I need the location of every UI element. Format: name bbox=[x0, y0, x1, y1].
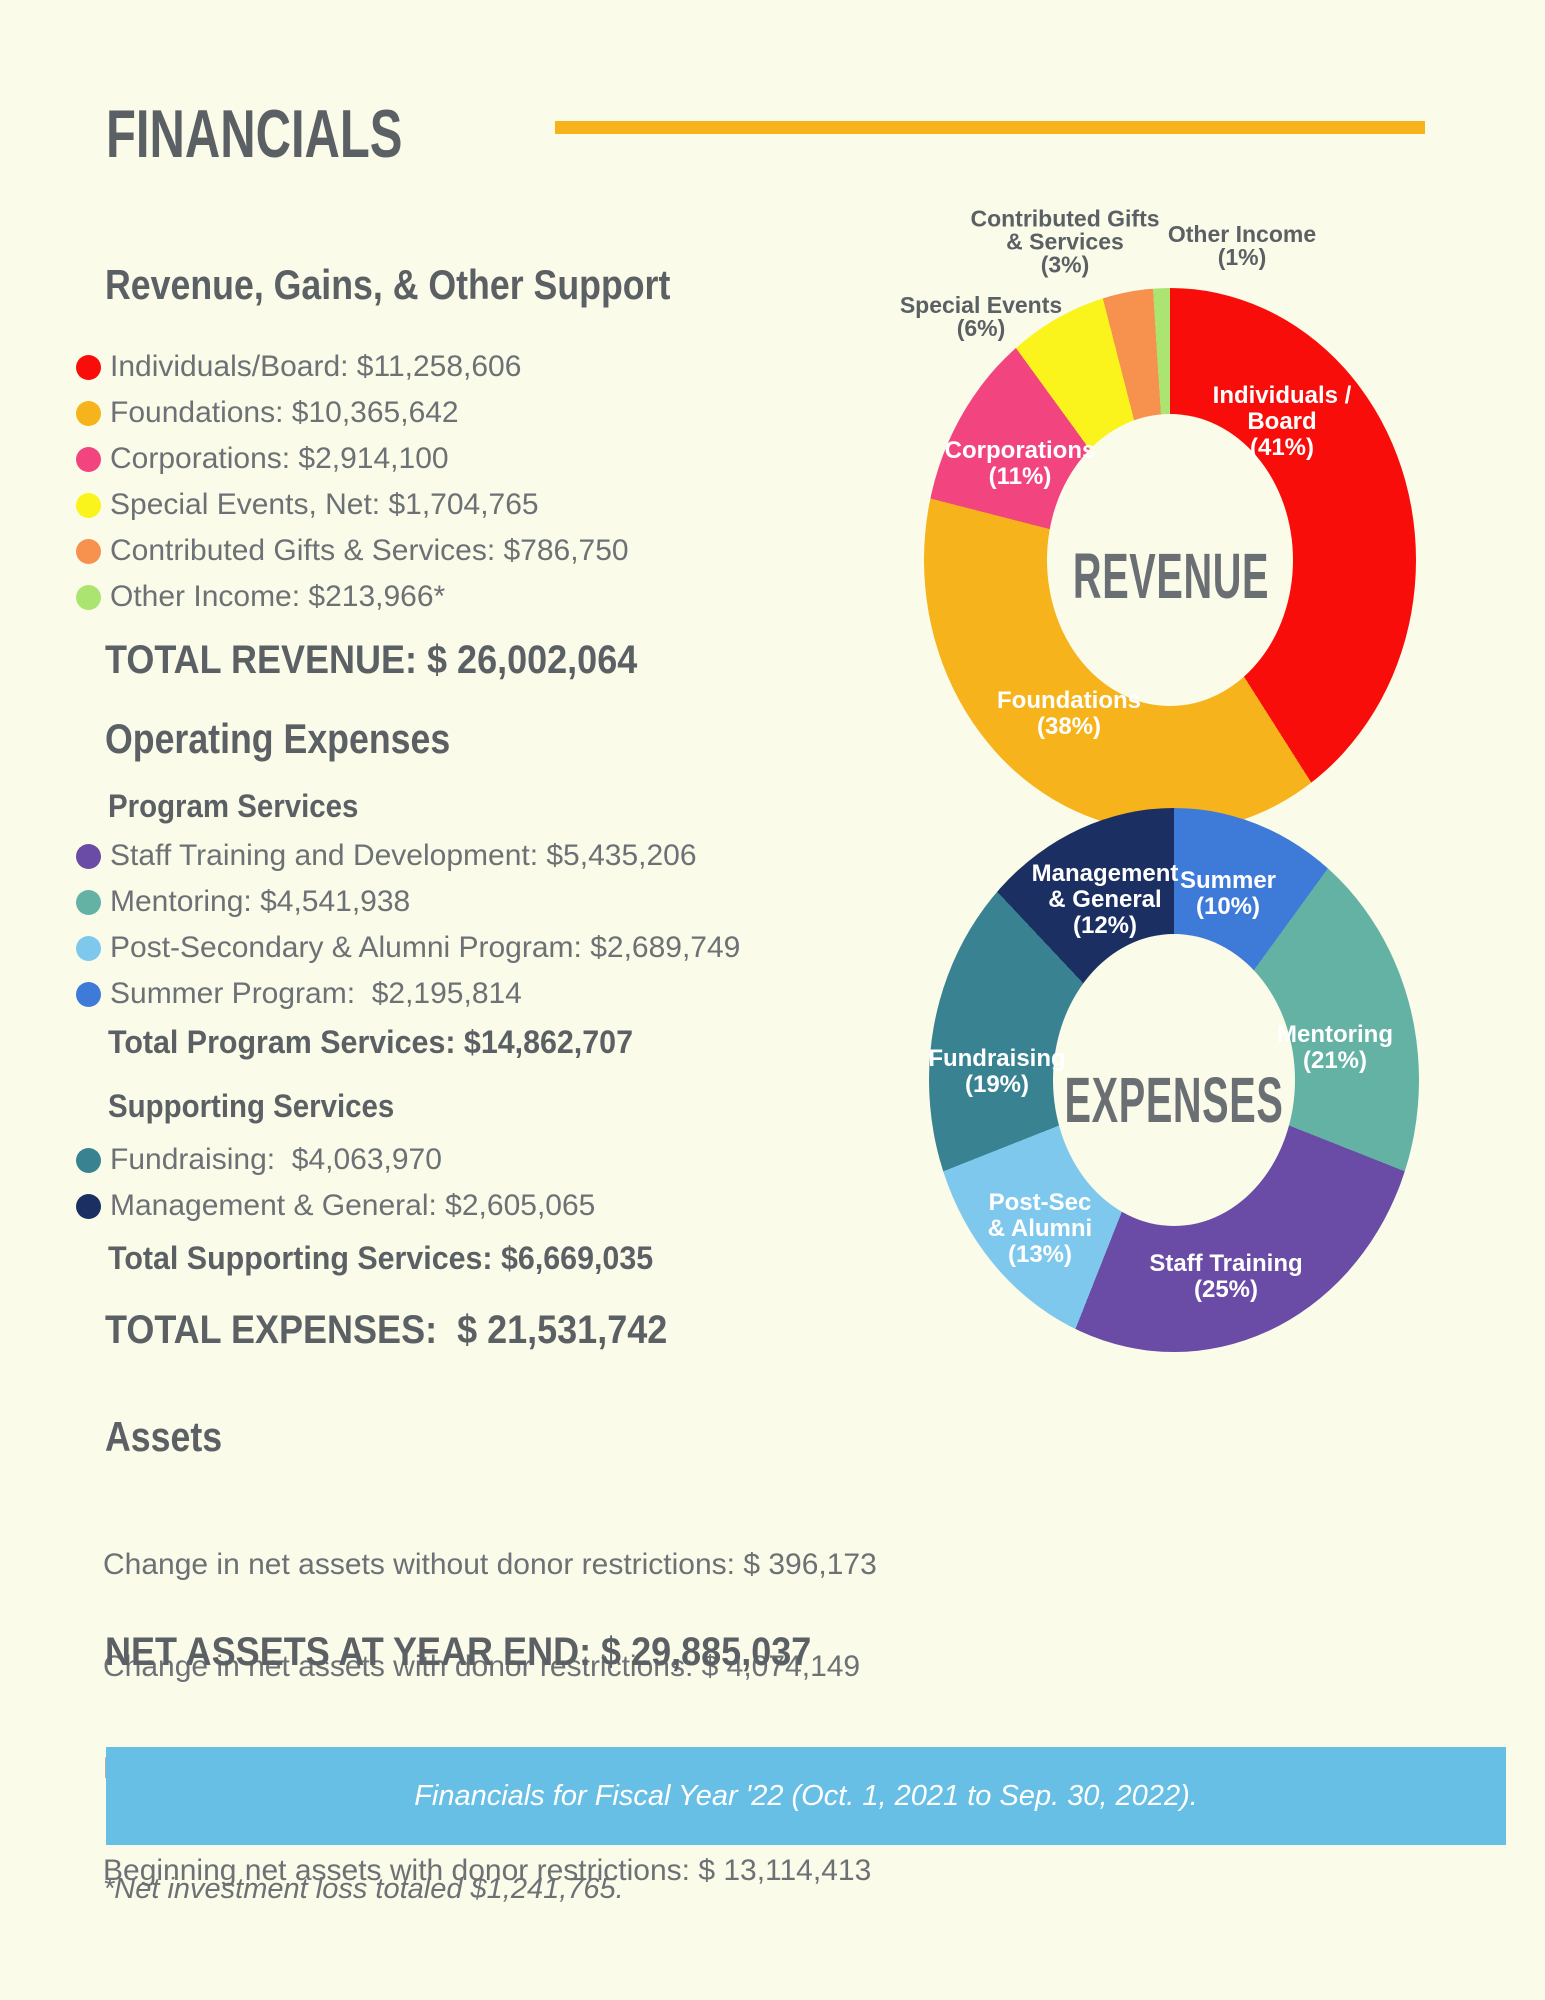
blue-dot-icon bbox=[76, 981, 101, 1007]
callout-mentoring: Mentoring (21%) bbox=[1277, 1021, 1393, 1074]
legend-label: Foundations: $10,365,642 bbox=[110, 396, 459, 429]
gold-divider-line bbox=[555, 121, 1425, 134]
legend-label: Fundraising: $4,063,970 bbox=[110, 1143, 442, 1176]
lightblue-dot-icon bbox=[76, 935, 101, 961]
callout-individuals-board: Individuals / Board (41%) bbox=[1212, 382, 1352, 461]
navy-dot-icon bbox=[76, 1193, 101, 1219]
legend-label: Special Events, Net: $1,704,765 bbox=[110, 488, 539, 521]
fiscal-year-banner: Financials for Fiscal Year '22 (Oct. 1, … bbox=[106, 1747, 1506, 1845]
orange-dot-icon bbox=[76, 538, 101, 564]
legend-label: Summer Program: $2,195,814 bbox=[110, 977, 522, 1010]
revenue-donut-hole bbox=[1047, 414, 1293, 706]
legend-item-special-events: Special Events, Net: $1,704,765 bbox=[76, 482, 629, 528]
seafoam-dot-icon bbox=[76, 889, 101, 915]
revenue-section-heading: Revenue, Gains, & Other Support bbox=[105, 261, 671, 308]
legend-item-foundations: Foundations: $10,365,642 bbox=[76, 390, 629, 436]
assets-heading: Assets bbox=[105, 1413, 223, 1460]
fiscal-year-banner-text: Financials for Fiscal Year '22 (Oct. 1, … bbox=[414, 1779, 1198, 1812]
legend-item-contributed-gifts: Contributed Gifts & Services: $786,750 bbox=[76, 528, 629, 574]
net-assets-total: NET ASSETS AT YEAR END: $ 29,885,037 bbox=[105, 1630, 812, 1674]
callout-management-general: Management & General (12%) bbox=[1031, 860, 1179, 939]
total-program-services: Total Program Services: $14,862,707 bbox=[108, 1024, 633, 1060]
legend-label: Post-Secondary & Alumni Program: $2,689,… bbox=[110, 931, 741, 964]
legend-label: Management & General: $2,605,065 bbox=[110, 1189, 596, 1222]
total-revenue: TOTAL REVENUE: $ 26,002,064 bbox=[105, 638, 638, 682]
expenses-donut-hole bbox=[1053, 934, 1295, 1226]
legend-item-individuals-board: Individuals/Board: $11,258,606 bbox=[76, 344, 629, 390]
total-expenses: TOTAL EXPENSES: $ 21,531,742 bbox=[105, 1308, 668, 1352]
pink-dot-icon bbox=[76, 446, 101, 472]
net-investment-footnote: *Net investment loss totaled $1,241,765. bbox=[103, 1873, 624, 1905]
legend-label: Individuals/Board: $11,258,606 bbox=[110, 350, 522, 383]
callout-contributed-gifts: Contributed Gifts & Services (3%) bbox=[970, 205, 1160, 278]
callout-staff-training: Staff Training (25%) bbox=[1149, 1250, 1303, 1303]
legend-label: Mentoring: $4,541,938 bbox=[110, 885, 411, 918]
legend-label: Contributed Gifts & Services: $786,750 bbox=[110, 534, 629, 567]
supporting-services-subheading: Supporting Services bbox=[108, 1088, 395, 1124]
callout-post-sec-alumni: Post-Sec & Alumni (13%) bbox=[987, 1189, 1093, 1268]
legend-item-mentoring: Mentoring: $4,541,938 bbox=[76, 879, 740, 925]
red-dot-icon bbox=[76, 354, 101, 380]
legend-item-staff-training: Staff Training and Development: $5,435,2… bbox=[76, 833, 740, 879]
legend-label: Staff Training and Development: $5,435,2… bbox=[110, 839, 697, 872]
teal-dot-icon bbox=[76, 1147, 101, 1173]
revenue-legend: Individuals/Board: $11,258,606 Foundatio… bbox=[76, 344, 629, 620]
callout-fundraising: Fundraising (19%) bbox=[928, 1045, 1066, 1098]
legend-item-corporations: Corporations: $2,914,100 bbox=[76, 436, 629, 482]
expenses-donut-center-label: EXPENSES bbox=[1064, 1064, 1284, 1136]
callout-foundations: Foundations (38%) bbox=[997, 687, 1141, 740]
legend-item-post-secondary: Post-Secondary & Alumni Program: $2,689,… bbox=[76, 925, 740, 971]
legend-label: Corporations: $2,914,100 bbox=[110, 442, 449, 475]
asset-line: Change in net assets without donor restr… bbox=[103, 1548, 877, 1581]
program-services-subheading: Program Services bbox=[108, 788, 359, 824]
green-dot-icon bbox=[76, 584, 101, 610]
program-services-legend: Staff Training and Development: $5,435,2… bbox=[76, 833, 740, 1017]
callout-special-events: Special Events (6%) bbox=[899, 292, 1063, 341]
asset-line: Change in net assets with donor restrict… bbox=[103, 1650, 861, 1683]
revenue-donut-center-label: REVENUE bbox=[1072, 540, 1270, 612]
total-supporting-services: Total Supporting Services: $6,669,035 bbox=[108, 1240, 654, 1276]
amber-dot-icon bbox=[76, 400, 101, 426]
asset-line: Beginning net assets with donor restrict… bbox=[103, 1854, 872, 1887]
legend-item-fundraising: Fundraising: $4,063,970 bbox=[76, 1137, 595, 1183]
operating-expenses-heading: Operating Expenses bbox=[105, 715, 451, 762]
callout-corporations: Corporations (11%) bbox=[944, 437, 1096, 490]
legend-item-summer-program: Summer Program: $2,195,814 bbox=[76, 971, 740, 1017]
callout-summer: Summer (10%) bbox=[1179, 867, 1277, 920]
yellow-dot-icon bbox=[76, 492, 101, 518]
purple-dot-icon bbox=[76, 843, 101, 869]
callout-other-income: Other Income (1%) bbox=[1167, 221, 1317, 270]
legend-item-other-income: Other Income: $213,966* bbox=[76, 574, 629, 620]
supporting-services-legend: Fundraising: $4,063,970 Management & Gen… bbox=[76, 1137, 595, 1229]
legend-item-management-general: Management & General: $2,605,065 bbox=[76, 1183, 595, 1229]
page-title: FINANCIALS bbox=[106, 96, 403, 172]
legend-label: Other Income: $213,966* bbox=[110, 580, 446, 613]
